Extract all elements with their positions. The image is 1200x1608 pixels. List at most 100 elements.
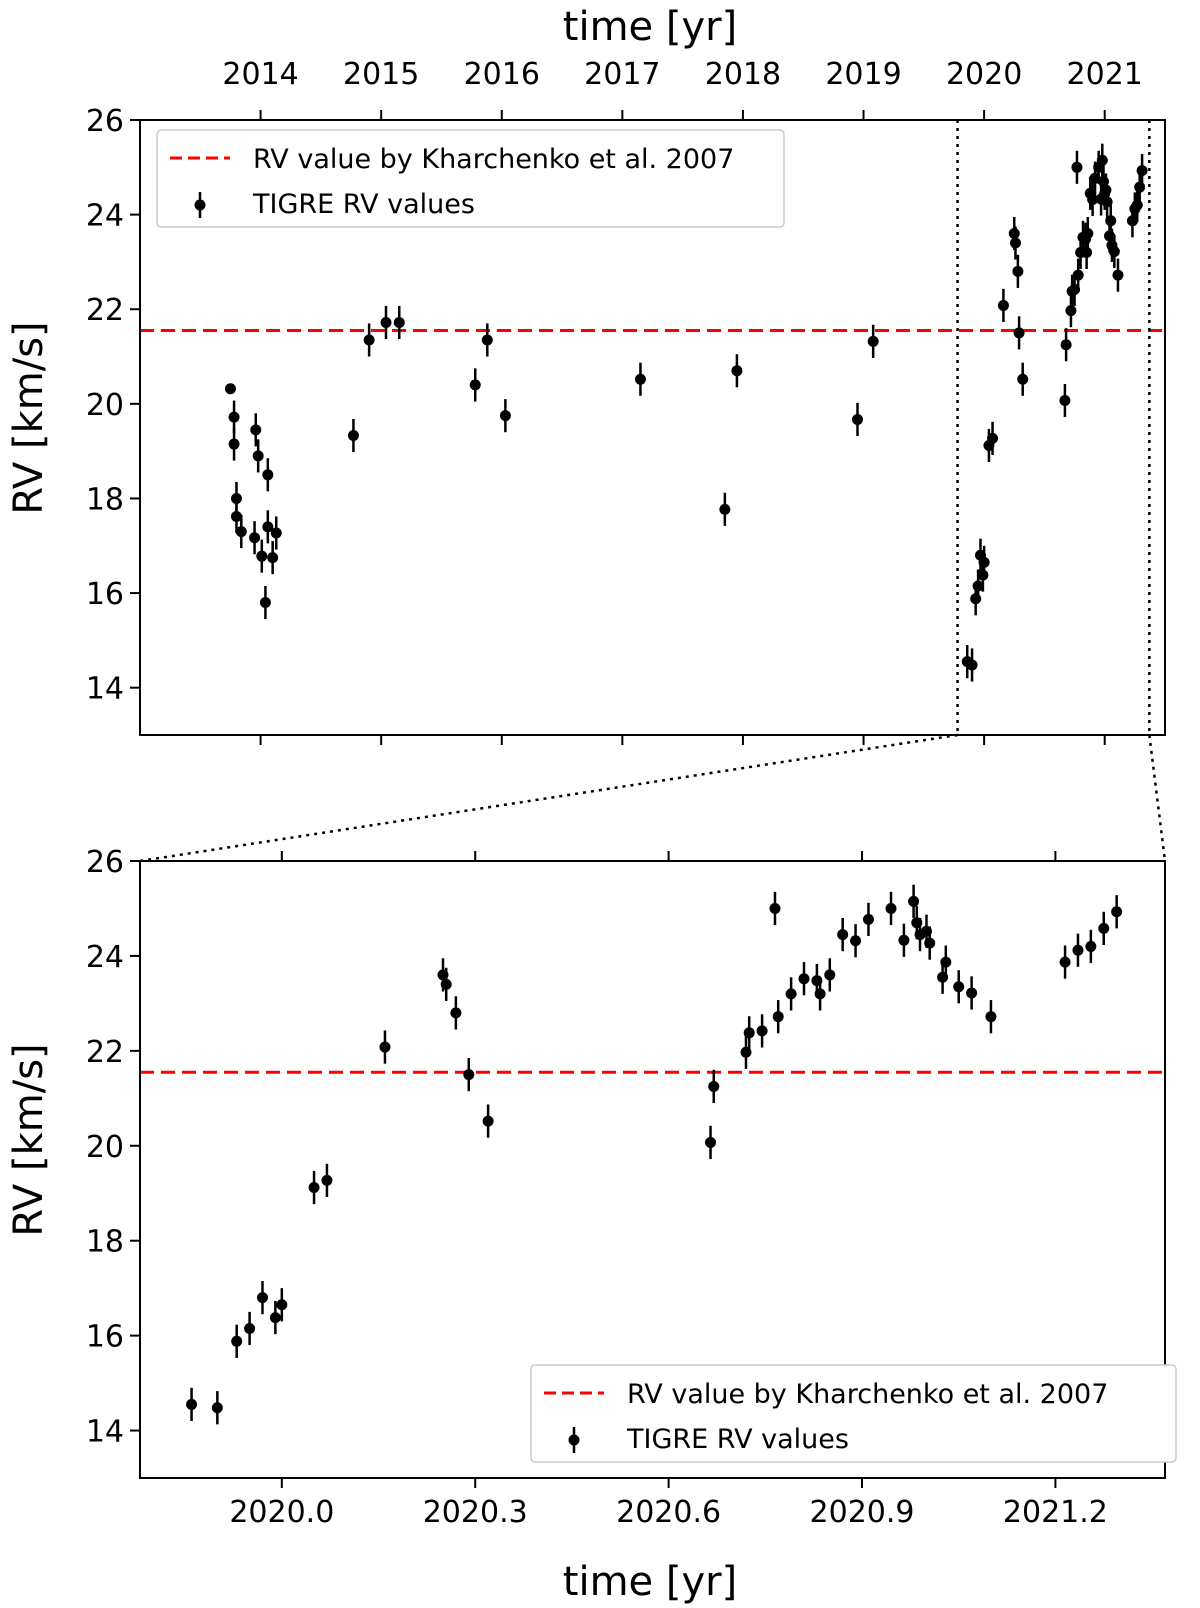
top-data-point bbox=[252, 450, 264, 462]
top-legend-marker-sample bbox=[194, 199, 206, 211]
bottom-data-point bbox=[908, 895, 920, 907]
bottom-data-point bbox=[885, 902, 897, 914]
top-data-point bbox=[1009, 237, 1021, 249]
bottom-data-point bbox=[850, 935, 862, 947]
bottom-x-tick-label: 2020.3 bbox=[423, 1495, 528, 1530]
top-data-point bbox=[380, 316, 392, 328]
bottom-data-point bbox=[824, 969, 836, 981]
top-data-point bbox=[1087, 193, 1099, 205]
bottom-data-point bbox=[450, 1007, 462, 1019]
top-data-point bbox=[262, 469, 274, 481]
top-y-tick-label: 18 bbox=[86, 482, 124, 517]
bottom-data-point bbox=[740, 1046, 752, 1058]
bottom-legend-marker-sample bbox=[568, 1434, 580, 1446]
bottom-axes-frame bbox=[139, 860, 1166, 1479]
bottom-y-tick-label: 26 bbox=[86, 845, 124, 880]
zoom-connector-right bbox=[1148, 734, 1167, 862]
top-data-point bbox=[1017, 373, 1029, 385]
bottom-x-tick-label: 2020.6 bbox=[616, 1495, 721, 1530]
bottom-data-point bbox=[211, 1402, 223, 1414]
top-data-point bbox=[1105, 215, 1117, 227]
bottom-data-point bbox=[985, 1011, 997, 1023]
top-data-point bbox=[731, 365, 743, 377]
bottom-data-point bbox=[379, 1041, 391, 1053]
top-panel: time [yr] RV [km/s] 14 16 18 20 22 24 26 2014 20… bbox=[6, 4, 1166, 745]
top-data-point bbox=[230, 492, 242, 504]
top-data-point bbox=[1081, 246, 1093, 258]
top-data-point bbox=[1012, 265, 1024, 277]
bottom-x-tick-label: 2020.0 bbox=[229, 1495, 334, 1530]
bottom-data-point bbox=[440, 978, 452, 990]
bottom-data-point bbox=[814, 988, 826, 1000]
top-data-point bbox=[347, 430, 359, 442]
bottom-data-point bbox=[244, 1322, 256, 1334]
zoom-connectors bbox=[139, 733, 1167, 863]
bottom-x-tick-label: 2020.9 bbox=[810, 1495, 915, 1530]
zoom-connector-left bbox=[139, 733, 958, 863]
top-data-point bbox=[1082, 228, 1094, 240]
top-y-tick-label: 24 bbox=[86, 199, 124, 234]
top-data-point bbox=[256, 550, 268, 562]
bottom-legend-box bbox=[530, 1364, 1177, 1463]
bottom-data-point bbox=[269, 1312, 281, 1324]
bottom-legend-label-reference: RV value by Kharchenko et al. 2007 bbox=[627, 1379, 1108, 1410]
bottom-data-point bbox=[321, 1174, 333, 1186]
bottom-data-point bbox=[708, 1080, 720, 1092]
bottom-panel: time [yr] RV [km/s] 14 16 18 20 22 24 26 2020.0… bbox=[6, 845, 1177, 1605]
bottom-y-tick-label: 18 bbox=[86, 1225, 124, 1260]
top-data-point bbox=[1071, 161, 1083, 173]
top-data-point bbox=[1131, 199, 1143, 211]
bottom-data-point bbox=[463, 1069, 475, 1081]
top-y-tick-label: 16 bbox=[86, 577, 124, 612]
top-x-tick-label: 2015 bbox=[343, 57, 419, 92]
top-data-point bbox=[987, 432, 999, 444]
bottom-y-tick-label: 16 bbox=[86, 1320, 124, 1355]
bottom-legend-label-series: TIGRE RV values bbox=[626, 1424, 849, 1455]
top-data-point bbox=[997, 299, 1009, 311]
bottom-data-point bbox=[1072, 944, 1084, 956]
top-x-tick-label: 2016 bbox=[464, 57, 540, 92]
top-data-point bbox=[1065, 305, 1077, 317]
bottom-data-point bbox=[1098, 922, 1110, 934]
bottom-x-axis-title: time [yr] bbox=[563, 1559, 737, 1605]
top-data-point bbox=[970, 593, 982, 605]
top-x-tick-label: 2014 bbox=[222, 57, 298, 92]
top-data-point bbox=[393, 316, 405, 328]
bottom-plot-area: 14 16 18 20 22 24 26 2020.0 2020.3 2020.6 2020.9 20… bbox=[86, 845, 1166, 1530]
top-y-tick-label: 20 bbox=[86, 388, 124, 423]
bottom-data-point bbox=[966, 987, 978, 999]
bottom-data-point bbox=[256, 1292, 268, 1304]
top-data-point bbox=[1059, 395, 1071, 407]
top-x-tick-label: 2021 bbox=[1067, 57, 1143, 92]
top-data-point bbox=[235, 526, 247, 538]
top-data-point bbox=[1112, 269, 1124, 281]
bottom-y-axis-title: RV [km/s] bbox=[6, 1043, 52, 1236]
top-data-point bbox=[228, 411, 240, 423]
bottom-data-point bbox=[705, 1136, 717, 1148]
bottom-data-point bbox=[785, 988, 797, 1000]
top-x-tick-label: 2020 bbox=[946, 57, 1022, 92]
top-data-point bbox=[259, 597, 271, 609]
top-data-point bbox=[230, 510, 242, 522]
top-data-point bbox=[719, 503, 731, 515]
top-x-tick-label: 2018 bbox=[705, 57, 781, 92]
top-data-point bbox=[224, 383, 236, 395]
top-data-point bbox=[1013, 327, 1025, 339]
top-data-point bbox=[966, 659, 978, 671]
bottom-data-point bbox=[482, 1115, 494, 1127]
top-legend-box bbox=[156, 129, 785, 228]
bottom-legend: RV value by Kharchenko et al. 2007 TIGRE… bbox=[530, 1364, 1177, 1463]
top-axes-frame bbox=[139, 119, 1166, 736]
top-data-point bbox=[1136, 165, 1148, 177]
top-x-axis-title: time [yr] bbox=[563, 4, 737, 50]
bottom-data-point bbox=[837, 929, 849, 941]
top-data-point bbox=[267, 552, 279, 564]
top-y-tick-label: 14 bbox=[86, 672, 124, 707]
bottom-data-point bbox=[898, 934, 910, 946]
top-data-point bbox=[481, 334, 493, 346]
top-data-point bbox=[499, 410, 511, 422]
bottom-data-point bbox=[1085, 940, 1097, 952]
bottom-data-point bbox=[308, 1182, 320, 1194]
top-data-point bbox=[363, 334, 375, 346]
